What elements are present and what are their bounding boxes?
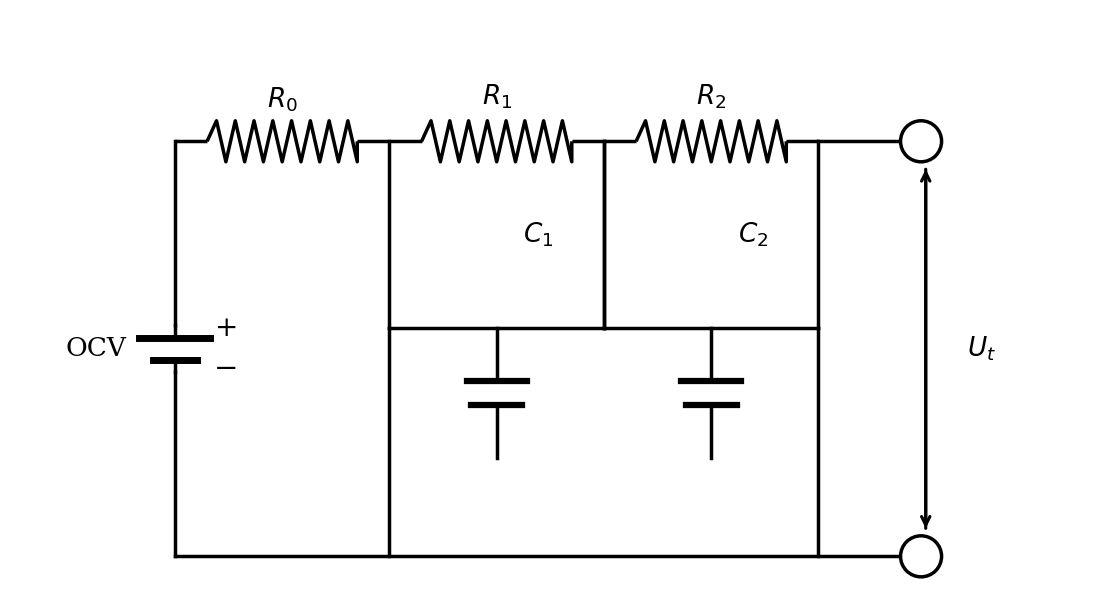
Circle shape [901, 121, 941, 162]
Text: $C_1$: $C_1$ [524, 220, 553, 249]
Text: $R_2$: $R_2$ [696, 82, 727, 111]
Text: $U_t$: $U_t$ [967, 334, 996, 363]
Circle shape [901, 536, 941, 577]
Text: −: − [214, 355, 239, 383]
Text: OCV: OCV [66, 336, 126, 361]
Text: $R_1$: $R_1$ [481, 82, 512, 111]
Text: +: + [215, 315, 238, 342]
Text: $C_2$: $C_2$ [738, 220, 768, 249]
Text: $R_0$: $R_0$ [266, 85, 298, 113]
